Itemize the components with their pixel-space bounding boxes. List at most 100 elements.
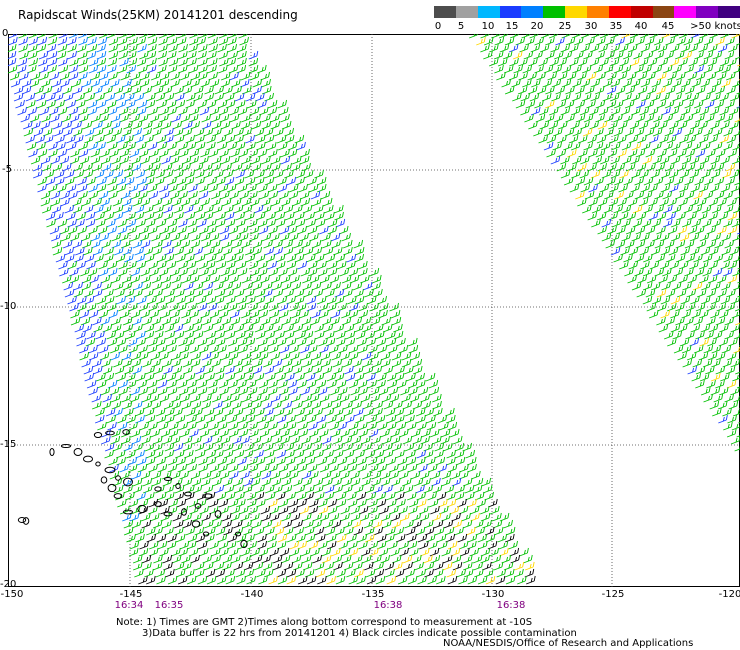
wind-barb <box>652 232 662 242</box>
wind-barb <box>79 155 90 165</box>
wind-barb <box>713 393 724 403</box>
wind-barb <box>524 113 534 123</box>
wind-barb <box>52 85 63 95</box>
wind-barb <box>248 260 259 270</box>
wind-barb <box>680 246 690 256</box>
wind-barb <box>94 253 104 263</box>
wind-barb <box>148 190 159 200</box>
wind-barb <box>233 519 243 529</box>
wind-barb <box>329 512 340 522</box>
wind-barb <box>104 253 114 263</box>
wind-barb <box>222 162 232 172</box>
wind-barb <box>416 379 426 389</box>
wind-barb <box>188 64 199 74</box>
wind-barb <box>27 106 38 116</box>
wind-barb <box>144 211 155 221</box>
wind-barb <box>118 379 129 389</box>
wind-barb <box>563 176 574 186</box>
wind-barb <box>317 575 327 585</box>
legend-swatch <box>521 6 544 18</box>
wind-barb <box>206 330 216 340</box>
wind-barb <box>354 288 364 298</box>
wind-barb <box>124 407 134 417</box>
wind-barb <box>226 183 237 193</box>
wind-barb <box>130 386 141 396</box>
wind-barb <box>325 253 336 263</box>
wind-barb <box>23 120 33 130</box>
wind-barb <box>699 372 710 382</box>
wind-barb <box>208 57 218 67</box>
legend-label: 20 <box>530 21 544 32</box>
wind-barb <box>264 442 274 452</box>
wind-barb <box>347 533 357 543</box>
wind-barb <box>141 281 152 291</box>
wind-barb <box>211 470 221 480</box>
wind-barb <box>734 307 740 312</box>
wind-barb <box>331 428 341 438</box>
wind-barb <box>203 127 214 137</box>
wind-barb <box>383 365 394 375</box>
wind-barb <box>721 232 732 242</box>
wind-barb <box>87 43 98 53</box>
wind-barb <box>610 34 620 39</box>
wind-barb <box>483 36 494 46</box>
wind-barb <box>645 288 656 298</box>
wind-barb <box>63 127 73 137</box>
wind-barb <box>159 113 169 123</box>
wind-barb <box>270 351 281 361</box>
wind-barb <box>243 400 253 410</box>
wind-barb <box>694 225 705 235</box>
wind-barb <box>594 176 604 186</box>
wind-barb <box>198 190 209 200</box>
wind-barb <box>617 134 627 144</box>
wind-barb <box>230 512 241 522</box>
wind-barb <box>689 337 700 347</box>
wind-barb <box>231 554 241 564</box>
wind-barb <box>362 358 373 368</box>
wind-barb <box>223 85 233 95</box>
wind-barb <box>285 449 295 459</box>
wind-barb <box>567 162 577 172</box>
wind-barb <box>54 211 64 221</box>
wind-barb <box>286 575 297 585</box>
wind-barb <box>167 176 177 186</box>
wind-barb <box>607 162 617 172</box>
wind-barb <box>188 43 198 53</box>
wind-barb <box>668 169 679 179</box>
wind-barb <box>64 246 75 256</box>
wind-barb <box>676 211 686 221</box>
wind-barb <box>215 218 226 228</box>
wind-barb <box>107 267 118 277</box>
wind-barb <box>141 435 151 445</box>
wind-barb <box>121 435 131 445</box>
wind-barb <box>648 106 659 116</box>
wind-barb <box>286 491 296 501</box>
wind-barb <box>122 400 133 410</box>
wind-barb <box>186 92 196 102</box>
wind-barb <box>157 344 168 354</box>
wind-barb <box>361 316 372 326</box>
wind-barb <box>174 526 184 536</box>
wind-barb <box>455 484 466 494</box>
wind-barb <box>412 358 423 368</box>
wind-barb <box>165 414 175 424</box>
wind-barb <box>315 218 326 228</box>
wind-barb <box>192 316 203 326</box>
wind-barb <box>440 428 451 438</box>
wind-barb <box>171 197 182 207</box>
wind-barb <box>585 36 595 46</box>
wind-barb <box>300 190 310 200</box>
wind-barb <box>654 204 664 214</box>
wind-barb <box>504 85 515 95</box>
wind-barb <box>130 505 141 515</box>
wind-barb <box>266 372 276 382</box>
wind-barb <box>291 281 302 291</box>
wind-barb <box>480 505 490 515</box>
wind-barb <box>634 190 645 200</box>
wind-barb <box>664 99 675 109</box>
wind-barb <box>45 176 56 186</box>
wind-barb <box>230 148 240 158</box>
wind-barb <box>207 267 218 277</box>
wind-barb <box>662 267 672 277</box>
wind-barb <box>86 302 97 312</box>
